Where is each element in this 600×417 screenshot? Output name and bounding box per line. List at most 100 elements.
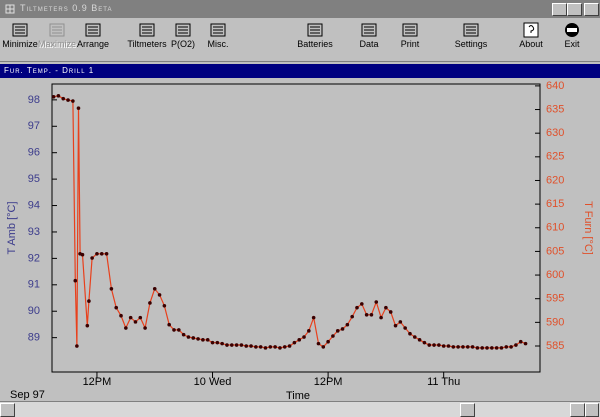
data-point (114, 305, 119, 310)
data-point (326, 339, 330, 344)
data-point (75, 344, 79, 348)
data-point (494, 346, 499, 350)
size-grip (585, 403, 599, 417)
toolbar-button[interactable]: Data (344, 20, 394, 60)
button-icon (523, 22, 539, 38)
y-tick-label: 96 (28, 147, 40, 159)
data-point (229, 343, 234, 347)
data-point (128, 315, 133, 320)
button-icon (361, 23, 377, 37)
maximize-window[interactable] (567, 3, 582, 16)
toolbar-button[interactable]: Print (385, 20, 435, 60)
data-point (408, 331, 412, 336)
scroll-right[interactable] (570, 403, 585, 417)
data-point (90, 256, 94, 260)
toolbar-button[interactable]: Tiltmeters (122, 20, 172, 60)
data-point (148, 301, 152, 305)
data-point (446, 344, 451, 348)
x-tick-label: 10 Wed (194, 376, 232, 388)
subwindow-title: Fur. Temp. - Drill 1 (4, 66, 95, 75)
data-point (422, 340, 427, 345)
data-point (456, 345, 460, 349)
data-point (99, 251, 104, 256)
data-point (509, 345, 513, 349)
y2-tick-label: 620 (546, 174, 564, 186)
button-icon (12, 23, 28, 37)
data-point (345, 322, 350, 327)
button-label: Tiltmeters (127, 39, 167, 49)
data-point (61, 96, 66, 101)
y2-tick-label: 600 (546, 269, 564, 281)
data-point (138, 315, 143, 320)
y2-axis-label: T Furn [°C] (582, 201, 594, 255)
button-label: Minimize (2, 39, 38, 49)
y-axis-label: T Amb [°C] (6, 201, 18, 254)
button-icon (49, 23, 65, 37)
data-point (441, 344, 446, 348)
data-line (53, 95, 526, 349)
data-point (71, 99, 75, 103)
toolbar-button[interactable]: Batteries (290, 20, 340, 60)
data-point (485, 346, 489, 350)
y2-tick-label: 590 (546, 316, 564, 328)
data-point (162, 303, 167, 308)
data-point (451, 345, 456, 349)
title-bar: Tiltmeters 0.9 Beta (0, 0, 600, 18)
toolbar-button[interactable]: Arrange (68, 20, 118, 60)
app-icon (5, 4, 15, 14)
toolbar-button[interactable]: Minimize (0, 20, 45, 60)
y2-tick-label: 625 (546, 151, 564, 163)
data-point (398, 320, 403, 324)
button-icon (402, 23, 418, 37)
data-point (427, 343, 432, 347)
data-point (437, 343, 441, 347)
button-icon (85, 23, 101, 37)
data-point (119, 313, 123, 318)
button-label: Print (400, 39, 420, 49)
y2-tick-label: 630 (546, 127, 564, 139)
toolbar: Minimize Maximize Arrange Tiltmeters P(O2) Mi… (0, 18, 600, 62)
data-point (461, 345, 465, 349)
minimize-window[interactable] (552, 3, 567, 16)
data-point (292, 340, 297, 345)
data-point (384, 305, 388, 310)
button-label: Exit (564, 39, 580, 49)
x-tick-label: 12PM (83, 376, 112, 388)
close-window[interactable] (584, 3, 599, 16)
data-point (258, 345, 263, 349)
x-tick-label: 11 Thu (427, 376, 460, 388)
data-point (379, 315, 383, 320)
data-point (186, 335, 191, 339)
data-point (210, 340, 215, 345)
data-point (321, 345, 326, 349)
button-label: Misc. (207, 39, 229, 49)
data-point (133, 320, 138, 324)
data-point (80, 252, 85, 257)
toolbar-button[interactable]: P(O2) (158, 20, 208, 60)
button-label: Arrange (76, 39, 110, 49)
data-point (412, 335, 417, 339)
toolbar-button[interactable]: Misc. (193, 20, 243, 60)
data-point (297, 338, 302, 342)
data-point (254, 345, 258, 349)
toolbar-button[interactable]: Maximize (32, 20, 82, 60)
scroll-left[interactable] (0, 403, 15, 417)
y-tick-label: 92 (28, 252, 40, 264)
data-point (143, 326, 147, 330)
y2-tick-label: 595 (546, 293, 564, 305)
data-point (157, 293, 162, 297)
toolbar-button[interactable]: Exit (547, 20, 597, 60)
data-point (201, 338, 205, 342)
y2-tick-label: 610 (546, 222, 564, 234)
data-point (311, 315, 316, 320)
button-label: Maximize (37, 39, 76, 49)
data-point (287, 344, 292, 348)
scroll-thumb[interactable] (460, 403, 475, 417)
toolbar-button[interactable]: Settings (446, 20, 496, 60)
data-point (104, 251, 109, 256)
subwindow-title-bar: Fur. Temp. - Drill 1 (0, 64, 600, 78)
data-point (364, 312, 369, 317)
toolbar-button[interactable]: About (506, 20, 556, 60)
data-point (350, 314, 354, 319)
